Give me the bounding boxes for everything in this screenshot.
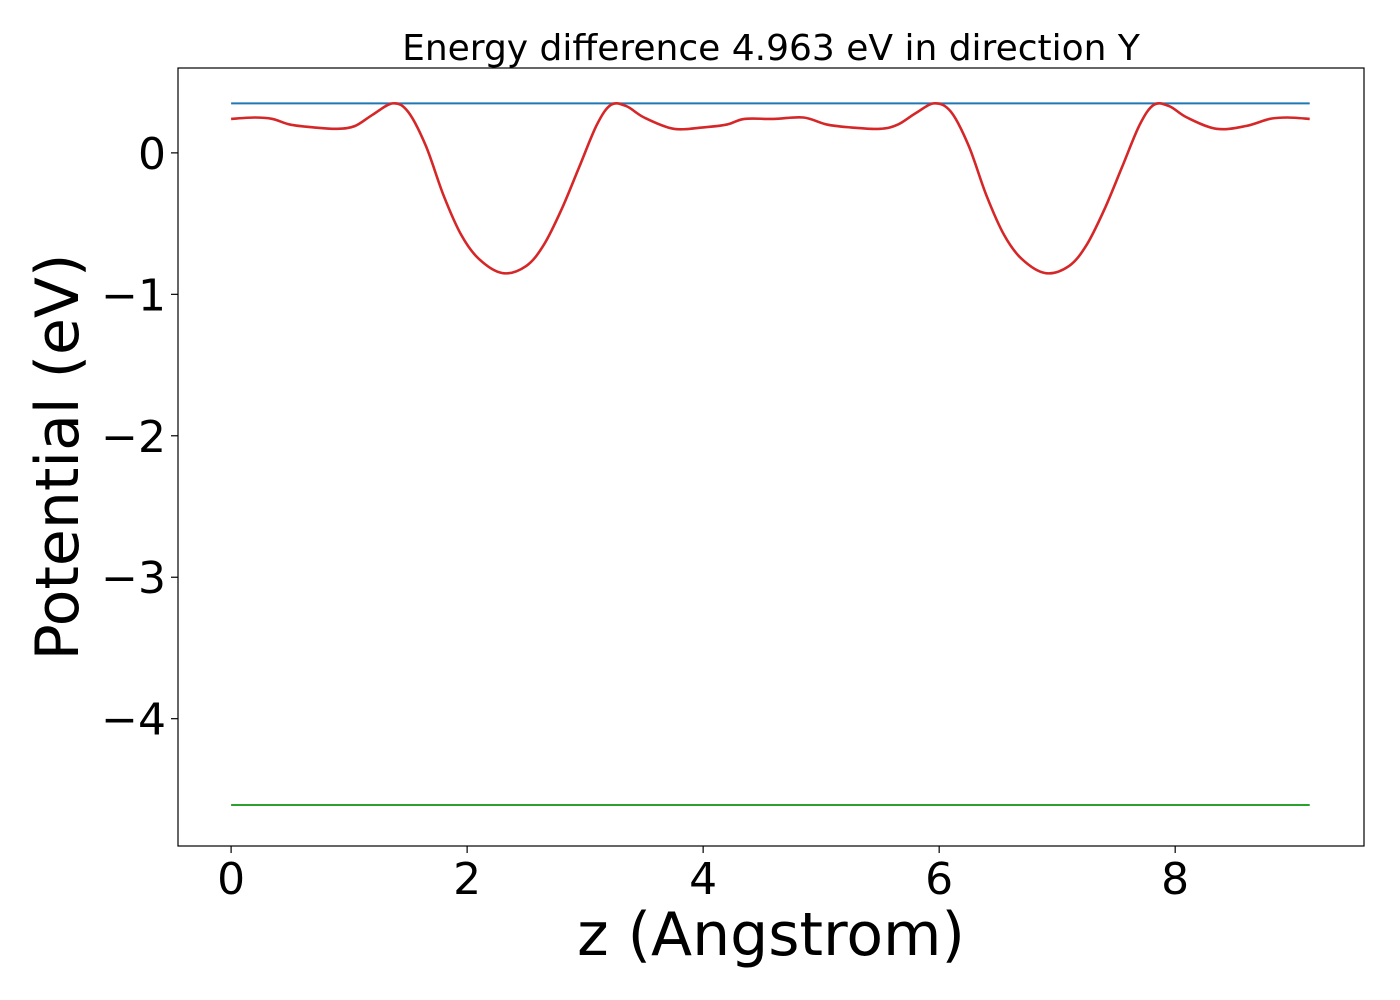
y-tick-label: 0: [138, 129, 166, 180]
y-tick-label: −4: [101, 695, 166, 746]
y-tick-label: −3: [101, 553, 166, 604]
x-tick-label: 0: [217, 854, 245, 905]
x-tick-label: 8: [1161, 854, 1189, 905]
series-line-1: [231, 102, 1310, 275]
x-tick-label: 2: [453, 854, 481, 905]
x-axis-label: z (Angstrom): [577, 900, 965, 970]
chart-title: Energy difference 4.963 eV in direction …: [402, 28, 1141, 69]
y-tick-label: −2: [101, 412, 166, 463]
y-axis-label: Potential (eV): [23, 254, 93, 661]
x-tick-label: 4: [689, 854, 717, 905]
y-tick-label: −1: [101, 270, 166, 321]
y-axis-ticks: 0 −1 −2 −3 −4: [101, 129, 178, 746]
x-tick-label: 6: [925, 854, 953, 905]
series-layer: [231, 102, 1310, 806]
x-axis-ticks: 0 2 4 6 8: [217, 846, 1189, 905]
plot-area-frame: [177, 67, 1365, 847]
